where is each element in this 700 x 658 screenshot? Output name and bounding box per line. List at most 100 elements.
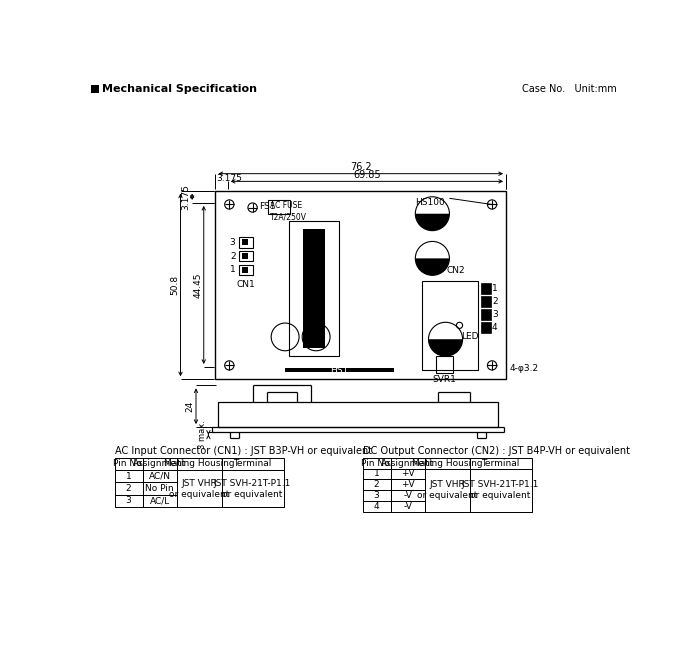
Text: 44.45: 44.45 — [193, 272, 202, 297]
Bar — [470, 480, 531, 490]
Text: 1: 1 — [492, 284, 498, 293]
Text: 2: 2 — [230, 251, 235, 261]
Text: 3.175: 3.175 — [216, 174, 242, 183]
Text: Case No.   Unit:mm: Case No. Unit:mm — [522, 84, 616, 94]
Text: -V: -V — [403, 491, 412, 500]
Text: 3.175: 3.175 — [181, 184, 190, 210]
Bar — [470, 468, 531, 480]
Bar — [143, 458, 176, 470]
Bar — [115, 495, 143, 507]
Bar — [425, 468, 470, 512]
Bar — [470, 501, 531, 512]
Text: Terminal: Terminal — [482, 459, 520, 468]
Bar — [363, 480, 391, 490]
Bar — [176, 470, 222, 482]
Text: 3: 3 — [126, 496, 132, 505]
Text: 2: 2 — [492, 297, 498, 306]
Bar — [115, 482, 143, 495]
Text: 3 max.: 3 max. — [198, 420, 207, 449]
Bar — [425, 501, 470, 512]
Bar — [239, 237, 253, 247]
Bar — [425, 468, 470, 480]
Bar — [363, 490, 391, 501]
Bar — [239, 251, 253, 261]
Text: HS1: HS1 — [330, 366, 349, 374]
Text: 50.8: 50.8 — [170, 275, 179, 295]
Text: 1: 1 — [374, 469, 379, 478]
Bar — [391, 490, 425, 501]
Text: 1: 1 — [126, 472, 132, 481]
Text: FS1: FS1 — [259, 201, 275, 211]
Bar — [481, 322, 491, 333]
Text: 4: 4 — [492, 323, 498, 332]
Text: AC/N: AC/N — [148, 472, 171, 481]
Text: JST SVH-21T-P1.1
or equivalent: JST SVH-21T-P1.1 or equivalent — [462, 480, 539, 500]
Bar — [425, 458, 470, 468]
Bar — [470, 458, 531, 468]
Bar — [239, 265, 253, 275]
Bar — [363, 501, 391, 512]
Bar — [222, 458, 284, 470]
Text: 69.85: 69.85 — [353, 170, 381, 180]
Text: 3: 3 — [374, 491, 379, 500]
Bar — [143, 470, 176, 482]
Bar — [222, 470, 284, 507]
Bar — [436, 356, 454, 373]
Bar — [391, 458, 425, 468]
Bar — [268, 200, 290, 214]
Bar — [143, 495, 176, 507]
Bar — [470, 490, 531, 501]
Bar — [391, 468, 425, 480]
Bar — [241, 267, 248, 273]
Text: AC FUSE
T2A/250V: AC FUSE T2A/250V — [270, 201, 307, 222]
Text: LED: LED — [461, 332, 479, 341]
Bar — [216, 191, 506, 379]
Bar — [92, 85, 99, 93]
Text: 4: 4 — [374, 502, 379, 511]
Bar — [241, 253, 248, 259]
Text: CN2: CN2 — [447, 266, 465, 275]
Text: DC Output Connector (CN2) : JST B4P-VH or equivalent: DC Output Connector (CN2) : JST B4P-VH o… — [363, 446, 629, 456]
Text: 3: 3 — [492, 310, 498, 319]
Bar — [115, 470, 143, 482]
Bar — [422, 282, 478, 370]
Bar — [481, 309, 491, 320]
Text: HS100: HS100 — [415, 198, 445, 207]
Text: Assignment: Assignment — [133, 459, 186, 468]
Bar — [115, 458, 143, 470]
Text: 3: 3 — [230, 238, 235, 247]
Bar — [425, 490, 470, 501]
Text: 2: 2 — [374, 480, 379, 490]
Text: JST VHR
or equivalent: JST VHR or equivalent — [169, 478, 230, 499]
Text: AC Input Connector (CN1) : JST B3P-VH or equivalent: AC Input Connector (CN1) : JST B3P-VH or… — [115, 446, 372, 456]
Text: 2: 2 — [126, 484, 132, 493]
Bar — [481, 296, 491, 307]
Text: 4-φ3.2: 4-φ3.2 — [509, 364, 538, 373]
Bar — [176, 470, 222, 507]
Bar — [363, 468, 391, 480]
Bar — [391, 480, 425, 490]
Bar — [218, 402, 498, 427]
Text: AC/L: AC/L — [150, 496, 169, 505]
Polygon shape — [428, 340, 463, 356]
Text: Assignment: Assignment — [381, 459, 434, 468]
Polygon shape — [415, 214, 449, 231]
Text: 76.2: 76.2 — [350, 162, 372, 172]
Polygon shape — [415, 259, 449, 275]
Bar — [222, 495, 284, 507]
Bar — [363, 458, 391, 468]
Text: JST SVH-21T-P1.1
or equivalent: JST SVH-21T-P1.1 or equivalent — [214, 478, 291, 499]
Bar — [289, 221, 340, 356]
Bar — [470, 468, 531, 512]
Bar — [176, 495, 222, 507]
Text: CN1: CN1 — [236, 280, 255, 289]
Bar — [391, 501, 425, 512]
Bar — [176, 482, 222, 495]
Text: JST VHR
or equivalent: JST VHR or equivalent — [417, 480, 477, 500]
Bar — [143, 482, 176, 495]
Text: +V: +V — [401, 480, 414, 490]
Text: 1: 1 — [230, 265, 235, 274]
Bar — [222, 482, 284, 495]
Text: SVR1: SVR1 — [433, 374, 456, 384]
Bar — [425, 480, 470, 490]
